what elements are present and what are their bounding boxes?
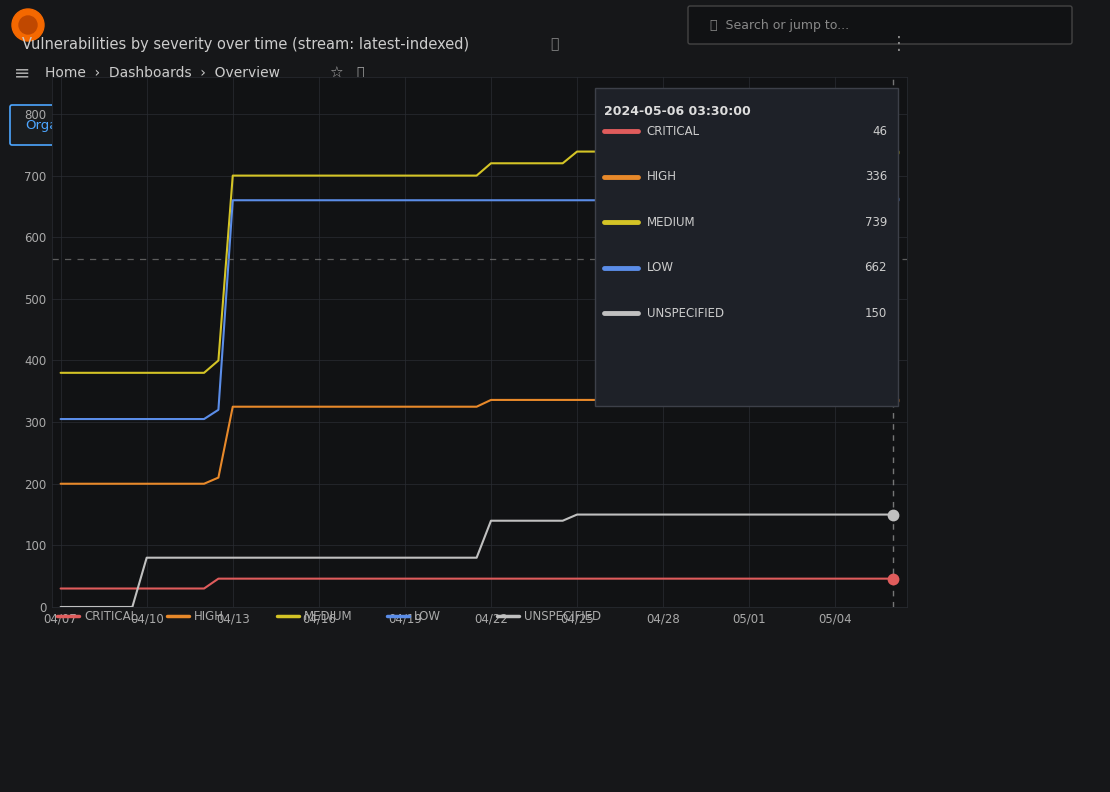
FancyBboxPatch shape xyxy=(595,88,898,406)
Text: 336: 336 xyxy=(865,170,887,183)
FancyBboxPatch shape xyxy=(440,105,609,145)
Text: CRITICAL: CRITICAL xyxy=(646,125,699,138)
Circle shape xyxy=(19,16,37,34)
FancyBboxPatch shape xyxy=(132,105,334,145)
Text: 🔗: 🔗 xyxy=(356,67,364,79)
Text: 150: 150 xyxy=(865,307,887,319)
FancyBboxPatch shape xyxy=(688,6,1072,44)
Text: HIGH: HIGH xyxy=(646,170,677,183)
Text: Stream: Stream xyxy=(364,119,412,131)
Text: ☆: ☆ xyxy=(330,66,343,81)
Text: UNSPECIFIED: UNSPECIFIED xyxy=(646,307,724,319)
Text: 2024-05-06 03:30:00: 2024-05-06 03:30:00 xyxy=(604,105,750,118)
Text: LOW: LOW xyxy=(414,610,441,623)
Text: 🔍  Search or jump to...: 🔍 Search or jump to... xyxy=(710,18,849,32)
Text: 46: 46 xyxy=(872,125,887,138)
Text: HIGH: HIGH xyxy=(194,610,224,623)
Text: UNSPECIFIED: UNSPECIFIED xyxy=(524,610,602,623)
FancyBboxPatch shape xyxy=(342,105,434,145)
Text: Home  ›  Dashboards  ›  Overview: Home › Dashboards › Overview xyxy=(46,66,280,80)
Text: CRITICAL: CRITICAL xyxy=(84,610,138,623)
Text: 662: 662 xyxy=(865,261,887,274)
Text: dockerscoutpolicy ⌄: dockerscoutpolicy ⌄ xyxy=(165,119,301,131)
Text: 739: 739 xyxy=(865,215,887,229)
FancyBboxPatch shape xyxy=(10,105,127,145)
Text: Organization: Organization xyxy=(26,119,111,131)
Text: MEDIUM: MEDIUM xyxy=(304,610,353,623)
Text: latest-indexed ⌄: latest-indexed ⌄ xyxy=(470,119,579,131)
Text: MEDIUM: MEDIUM xyxy=(646,215,695,229)
Text: LOW: LOW xyxy=(646,261,674,274)
Text: ⋮: ⋮ xyxy=(890,35,908,53)
Text: Vulnerabilities by severity over time (stream: latest-indexed): Vulnerabilities by severity over time (s… xyxy=(22,36,470,51)
Circle shape xyxy=(12,9,44,41)
Text: ⓘ: ⓘ xyxy=(549,37,558,51)
Text: ≡: ≡ xyxy=(13,63,30,82)
